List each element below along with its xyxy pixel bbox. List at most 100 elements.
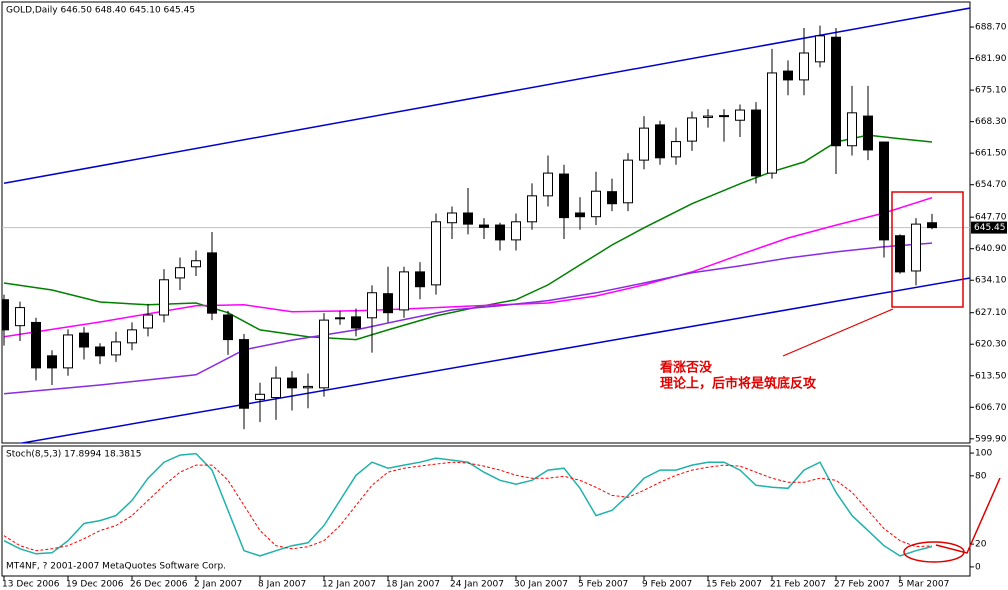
candle-body <box>431 221 441 286</box>
candle-body <box>479 224 489 228</box>
candle-body <box>159 279 169 316</box>
candle-body <box>111 341 121 356</box>
candle-body <box>447 212 457 224</box>
candle-body <box>495 224 505 241</box>
y-tick-label: 647.70 <box>975 213 1007 223</box>
candle-body <box>575 212 585 218</box>
candle-body <box>351 316 361 329</box>
y-tick-label: 20 <box>975 540 987 550</box>
moving-average <box>3 134 933 341</box>
candle-body <box>559 173 569 219</box>
y-tick-label: 668.30 <box>975 117 1007 127</box>
stoch-header: Stoch(8,5,3) 17.8994 18.3815 <box>6 450 141 460</box>
candle-body <box>15 307 25 327</box>
candle-body <box>783 70 793 81</box>
candle-body <box>767 72 777 174</box>
x-tick-label: 27 Feb 2007 <box>834 580 890 590</box>
annotation-pointer <box>782 308 894 357</box>
candle-body <box>655 124 665 159</box>
candle-body <box>799 52 809 81</box>
x-tick-label: 12 Jan 2007 <box>322 580 376 590</box>
x-tick-label: 15 Feb 2007 <box>706 580 762 590</box>
y-tick-label: 688.70 <box>975 23 1007 33</box>
current-price-label: 645.45 <box>974 223 1006 233</box>
candle-body <box>367 292 377 319</box>
candle-body <box>319 319 329 389</box>
candle-body <box>463 212 473 225</box>
candle-body <box>239 339 249 409</box>
symbol-header: GOLD,Daily 646.50 648.40 645.10 645.45 <box>6 6 195 16</box>
candle-body <box>719 115 729 118</box>
candle-body <box>687 117 697 142</box>
x-tick-label: 8 Jan 2007 <box>258 580 306 590</box>
x-tick-label: 2 Jan 2007 <box>194 580 242 590</box>
y-tick-label: 613.50 <box>975 371 1007 381</box>
candle-body <box>511 221 521 241</box>
y-tick-label: 599.90 <box>975 434 1007 444</box>
x-tick-label: 21 Feb 2007 <box>770 580 826 590</box>
moving-average <box>3 242 933 395</box>
watermark: MT4NF, ? 2001-2007 MetaQuotes Software C… <box>6 562 226 572</box>
candle-body <box>639 127 649 161</box>
stoch-line <box>3 452 933 557</box>
candle-body <box>79 332 89 348</box>
y-tick-label: 661.50 <box>975 149 1007 159</box>
candle-body <box>95 346 105 357</box>
axes: 688.70 681.90 675.10 668.30 661.50 654.70 647.… <box>2 23 1007 590</box>
y-tick-label: 620.30 <box>975 340 1007 350</box>
candle-body <box>271 377 281 399</box>
y-tick-label: 640.90 <box>975 244 1007 254</box>
candle-body <box>47 355 57 369</box>
candle-body <box>623 159 633 204</box>
candle-body <box>895 235 905 273</box>
candle-body <box>847 112 857 147</box>
candle-body <box>63 334 73 369</box>
annotation-text: 理论上，后市将是筑底反攻 <box>660 376 817 392</box>
trendline <box>18 277 970 443</box>
stoch-line <box>3 461 933 552</box>
x-tick-label: 30 Jan 2007 <box>514 580 568 590</box>
x-tick-label: 5 Mar 2007 <box>898 580 949 590</box>
y-tick-label: 675.10 <box>975 86 1007 96</box>
y-tick-label: 654.70 <box>975 180 1007 190</box>
candle-body <box>671 141 681 158</box>
candle-body <box>31 321 41 369</box>
candle-body <box>607 191 617 205</box>
candle-body <box>287 377 297 389</box>
candle-body <box>911 223 921 272</box>
candle-body <box>751 109 761 177</box>
candle-body <box>543 172 553 197</box>
x-tick-label: 9 Feb 2007 <box>642 580 692 590</box>
candle-body <box>223 314 233 341</box>
candle-body <box>703 115 713 118</box>
candle-body <box>2 299 9 331</box>
x-tick-label: 26 Dec 2006 <box>130 580 188 590</box>
candle-body <box>927 222 937 229</box>
candle-body <box>831 36 841 147</box>
y-tick-label: 627.10 <box>975 308 1007 318</box>
moving-average <box>3 196 933 338</box>
candle-body <box>879 141 889 241</box>
candle-body <box>383 293 393 314</box>
candle-body <box>175 267 185 279</box>
candle-body <box>127 329 137 344</box>
y-tick-label: 0 <box>975 562 981 572</box>
x-tick-label: 18 Jan 2007 <box>386 580 440 590</box>
main-frame <box>1 1 971 444</box>
candle-body <box>303 385 313 389</box>
x-tick-label: 24 Jan 2007 <box>450 580 504 590</box>
trendline <box>3 7 970 185</box>
stoch-frame <box>1 445 971 577</box>
y-tick-label: 100 <box>975 449 992 459</box>
x-tick-label: 19 Dec 2006 <box>66 580 124 590</box>
x-tick-label: 5 Feb 2007 <box>578 580 628 590</box>
candle-body <box>335 317 345 320</box>
candle-body <box>255 393 265 400</box>
candle-body <box>143 314 153 329</box>
candle-body <box>527 195 537 223</box>
y-tick-label: 80 <box>975 471 987 481</box>
current-price-box <box>971 221 1007 234</box>
candle-body <box>207 252 217 314</box>
